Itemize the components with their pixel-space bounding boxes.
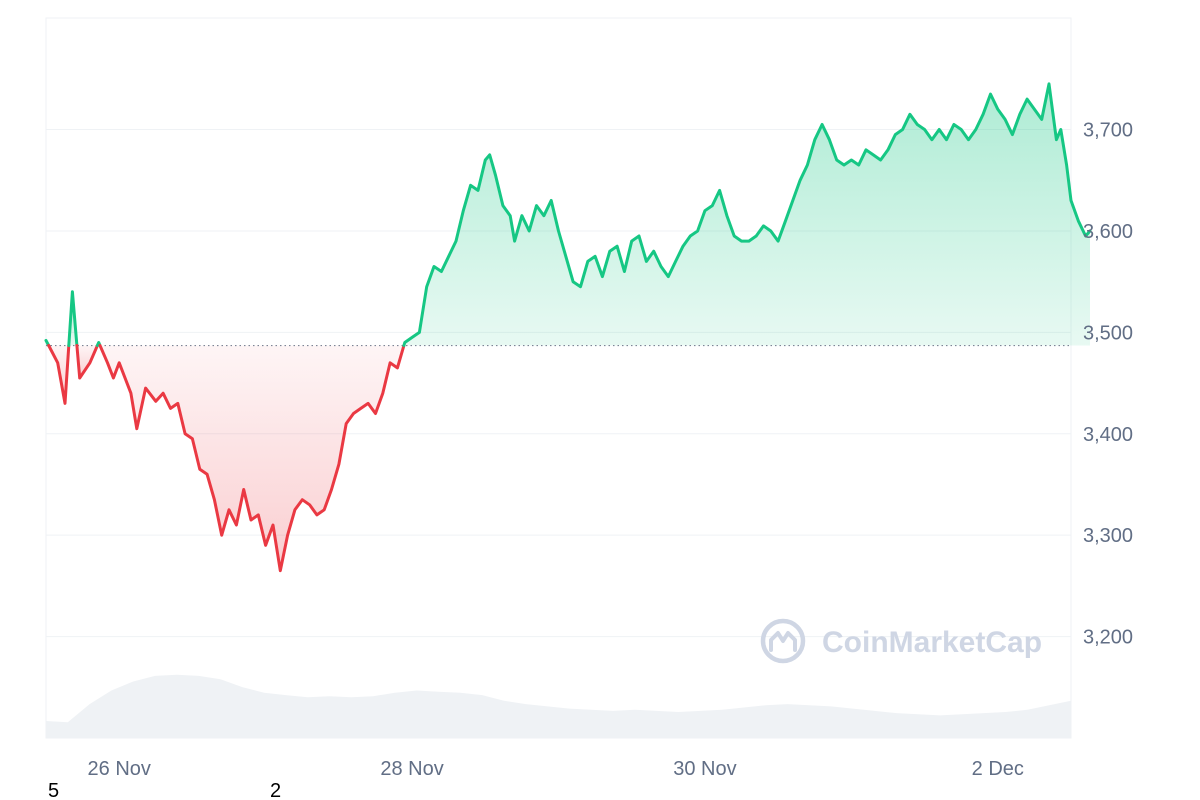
volume-area-shape	[46, 674, 1071, 738]
y-tick-label: 3,400	[1083, 424, 1133, 446]
coinmarketcap-logo-icon	[760, 618, 806, 664]
volume-area	[46, 674, 1071, 738]
area-above-baseline	[403, 83, 1090, 346]
area-below-baseline	[100, 345, 404, 571]
y-tick-label: 3,300	[1083, 525, 1133, 547]
y-tick-label: 3,600	[1083, 221, 1133, 243]
x-tick-label: 26 Nov	[88, 758, 151, 780]
stray-label-middle: 2	[270, 780, 281, 800]
watermark-text: CoinMarketCap	[822, 626, 1042, 659]
x-tick-label: 28 Nov	[380, 758, 443, 780]
price-fill	[46, 83, 1090, 571]
price-line-up-segment	[67, 290, 79, 347]
price-line-down-segment	[75, 344, 99, 380]
x-axis-ticks: 26 Nov 28 Nov 30 Nov 2 Dec	[88, 758, 1024, 780]
price-line-down-segment	[98, 344, 406, 573]
price-line-up-segment	[402, 82, 1092, 347]
x-tick-label: 30 Nov	[673, 758, 736, 780]
watermark: CoinMarketCap	[760, 618, 1042, 664]
y-axis-ticks: 3,200 3,300 3,400 3,500 3,600 3,700	[1083, 120, 1133, 649]
y-tick-label: 3,700	[1083, 120, 1133, 142]
y-tick-label: 3,500	[1083, 322, 1133, 344]
stray-label-left: 5	[48, 780, 59, 800]
price-line-down-segment	[47, 344, 71, 405]
price-line	[44, 82, 1092, 573]
x-tick-label: 2 Dec	[972, 758, 1024, 780]
y-tick-label: 3,200	[1083, 627, 1133, 649]
